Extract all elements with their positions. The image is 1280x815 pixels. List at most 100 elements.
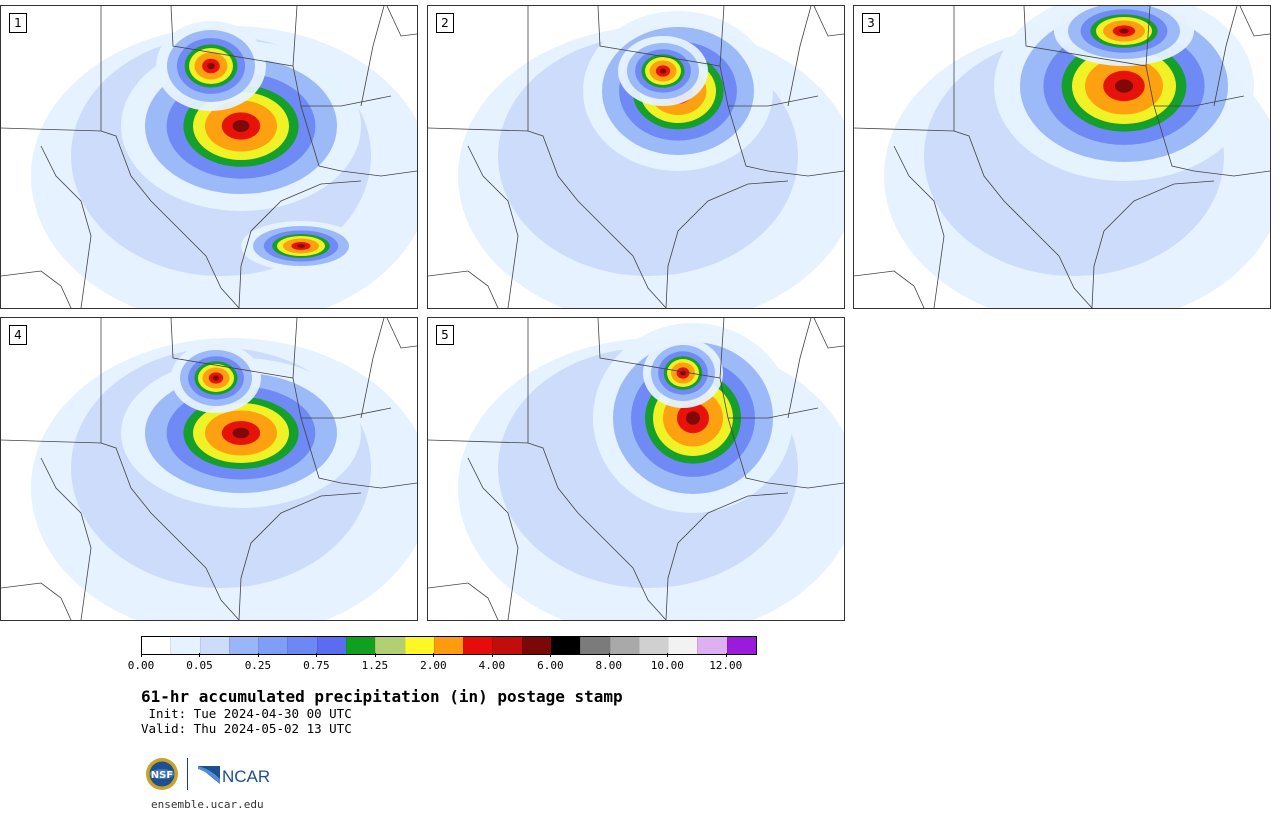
colorbar-bin	[726, 637, 756, 654]
boundary-line	[360, 6, 385, 107]
colorbar-bin	[316, 637, 346, 654]
colorbar-tick	[141, 653, 142, 657]
colorbar-tick-label: 6.00	[537, 659, 564, 672]
colorbar-bin	[550, 637, 581, 654]
svg-text:NSF: NSF	[151, 770, 173, 781]
boundary-line	[893, 145, 945, 308]
boundary-line	[386, 6, 417, 37]
colorbar-tick-label: 0.25	[244, 659, 272, 672]
precip-colorbar	[141, 636, 757, 655]
colorbar-tick	[257, 653, 259, 657]
colorbar-tick	[608, 653, 610, 657]
colorbar-tick-label: 1.25	[361, 659, 389, 672]
boundary-line	[727, 417, 844, 489]
logo-divider	[187, 758, 188, 790]
boundary-line	[665, 180, 789, 308]
colorbar-bin	[404, 637, 434, 654]
footer-url: ensemble.ucar.edu	[151, 798, 264, 811]
boundary-line	[1, 270, 72, 308]
boundary-line	[428, 582, 499, 620]
precip-map	[1, 6, 417, 308]
panel-number: 5	[436, 325, 454, 345]
colorbar-bin	[433, 637, 464, 654]
colorbar-tick	[433, 653, 435, 657]
boundary-line	[360, 318, 385, 419]
boundary-line	[292, 377, 392, 419]
boundary-line	[813, 6, 844, 37]
colorbar-tick-label: 12.00	[709, 659, 743, 672]
colorbar-bin	[580, 637, 610, 654]
colorbar-bin	[228, 637, 259, 654]
colorbar-tick-label: 2.00	[420, 659, 447, 672]
boundary-line	[428, 270, 499, 308]
boundary-line	[40, 145, 92, 308]
colorbar-tick	[491, 653, 493, 657]
boundary-line	[854, 270, 925, 308]
boundary-line	[170, 6, 298, 67]
colorbar-bin	[258, 637, 288, 654]
valid-time: Valid: Thu 2024-05-02 13 UTC	[141, 721, 352, 736]
precip-map	[428, 6, 844, 308]
boundary-line	[527, 442, 667, 620]
boundary-line	[467, 145, 519, 308]
ensemble-member-panel-2: 2	[427, 5, 845, 309]
colorbar-bin	[199, 637, 229, 654]
colorbar-tick-label: 4.00	[478, 659, 506, 672]
colorbar-bin	[521, 637, 551, 654]
boundary-line	[386, 318, 417, 349]
colorbar-bin	[609, 637, 639, 654]
colorbar-tick-label: 0.05	[186, 659, 213, 672]
boundary-line	[300, 105, 417, 177]
boundary-line	[238, 492, 362, 620]
colorbar-bin	[345, 637, 376, 654]
precip-map	[854, 6, 1270, 308]
colorbar-tick	[374, 653, 376, 657]
colorbar-tick	[316, 653, 318, 657]
nsf-logo-icon: NSF	[146, 758, 178, 790]
colorbar-bin	[375, 637, 405, 654]
colorbar-tick-label: 8.00	[595, 659, 623, 672]
boundary-line	[170, 318, 298, 379]
init-time: Init: Tue 2024-04-30 00 UTC	[141, 706, 352, 721]
colorbar-tick-label: 10.00	[650, 659, 684, 672]
boundary-line	[300, 417, 417, 489]
colorbar-tick	[725, 653, 727, 657]
colorbar-bin	[668, 637, 698, 654]
colorbar-bin	[638, 637, 669, 654]
boundary-line	[1239, 6, 1270, 37]
colorbar-bin	[492, 637, 522, 654]
boundary-line	[813, 318, 844, 349]
boundary-line	[719, 65, 819, 107]
boundary-line	[727, 105, 844, 177]
boundary-line	[467, 457, 519, 620]
colorbar-bin	[463, 637, 493, 654]
colorbar-tick	[199, 653, 201, 657]
boundary-line	[719, 377, 819, 419]
panel-number: 4	[9, 325, 27, 345]
precip-map	[428, 318, 844, 620]
boundary-line	[1, 582, 72, 620]
ncar-logo-icon: NCAR	[198, 766, 270, 785]
colorbar-bin	[697, 637, 727, 654]
precip-map	[1, 318, 417, 620]
colorbar-tick	[667, 653, 669, 657]
colorbar-tick-label: 0.00	[127, 659, 155, 672]
sponsor-logos: NSF NCAR	[145, 756, 275, 792]
boundary-line	[238, 180, 362, 308]
boundary-line	[597, 318, 725, 379]
boundary-line	[787, 318, 812, 419]
panel-number: 2	[436, 13, 454, 33]
boundary-line	[100, 130, 240, 308]
colorbar-tick-label: 0.75	[303, 659, 330, 672]
plot-title: 61-hr accumulated precipitation (in) pos…	[141, 687, 623, 706]
ensemble-member-panel-3: 3	[853, 5, 1271, 309]
boundary-line	[40, 457, 92, 620]
colorbar-bin	[142, 637, 171, 654]
boundary-line	[665, 492, 789, 620]
panel-number: 3	[862, 13, 880, 33]
ensemble-member-panel-5: 5	[427, 317, 845, 621]
boundary-line	[953, 130, 1093, 308]
colorbar-ticks: 0.00 0.05 0.25 0.75 1.25 2.00 4.00 6.00 8.00 10.0…	[128, 653, 757, 677]
boundary-line	[292, 65, 392, 107]
ensemble-member-panel-1: 1	[0, 5, 418, 309]
